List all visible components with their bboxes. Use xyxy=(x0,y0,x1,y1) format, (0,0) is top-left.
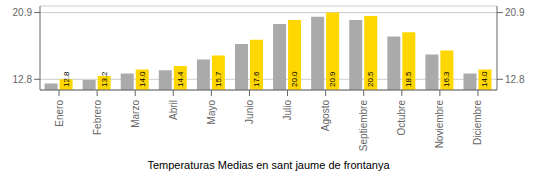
svg-text:Abril: Abril xyxy=(168,100,179,120)
svg-text:Julio: Julio xyxy=(282,100,293,121)
svg-text:Mayo: Mayo xyxy=(206,100,217,125)
svg-text:20.9: 20.9 xyxy=(13,7,33,18)
svg-text:Junio: Junio xyxy=(244,100,255,124)
svg-text:20.9: 20.9 xyxy=(328,71,337,87)
svg-text:12.8: 12.8 xyxy=(62,71,71,87)
svg-text:Marzo: Marzo xyxy=(130,100,141,128)
svg-text:12.8: 12.8 xyxy=(13,74,33,85)
svg-text:18.5: 18.5 xyxy=(404,71,413,87)
svg-text:Diciembre: Diciembre xyxy=(472,100,483,145)
svg-text:14.0: 14.0 xyxy=(480,71,489,87)
svg-text:20.5: 20.5 xyxy=(366,71,375,87)
svg-text:Octubre: Octubre xyxy=(396,100,407,136)
svg-text:16.3: 16.3 xyxy=(442,71,451,87)
svg-text:Enero: Enero xyxy=(54,100,65,127)
svg-text:14.0: 14.0 xyxy=(138,71,147,87)
svg-text:14.4: 14.4 xyxy=(176,71,185,87)
svg-text:12.8: 12.8 xyxy=(505,74,525,85)
svg-text:20.0: 20.0 xyxy=(290,71,299,87)
svg-text:Noviembre: Noviembre xyxy=(434,100,445,149)
svg-text:13.2: 13.2 xyxy=(100,71,109,87)
svg-text:20.9: 20.9 xyxy=(505,7,525,18)
svg-text:15.7: 15.7 xyxy=(214,71,223,87)
svg-text:Febrero: Febrero xyxy=(92,100,103,135)
svg-text:Agosto: Agosto xyxy=(320,100,331,132)
html-text:Temperaturas Medias en sant ja: Temperaturas Medias en sant jaume de fro… xyxy=(147,159,390,171)
svg-text:Septiembre: Septiembre xyxy=(358,100,369,152)
svg-text:17.6: 17.6 xyxy=(252,71,261,87)
